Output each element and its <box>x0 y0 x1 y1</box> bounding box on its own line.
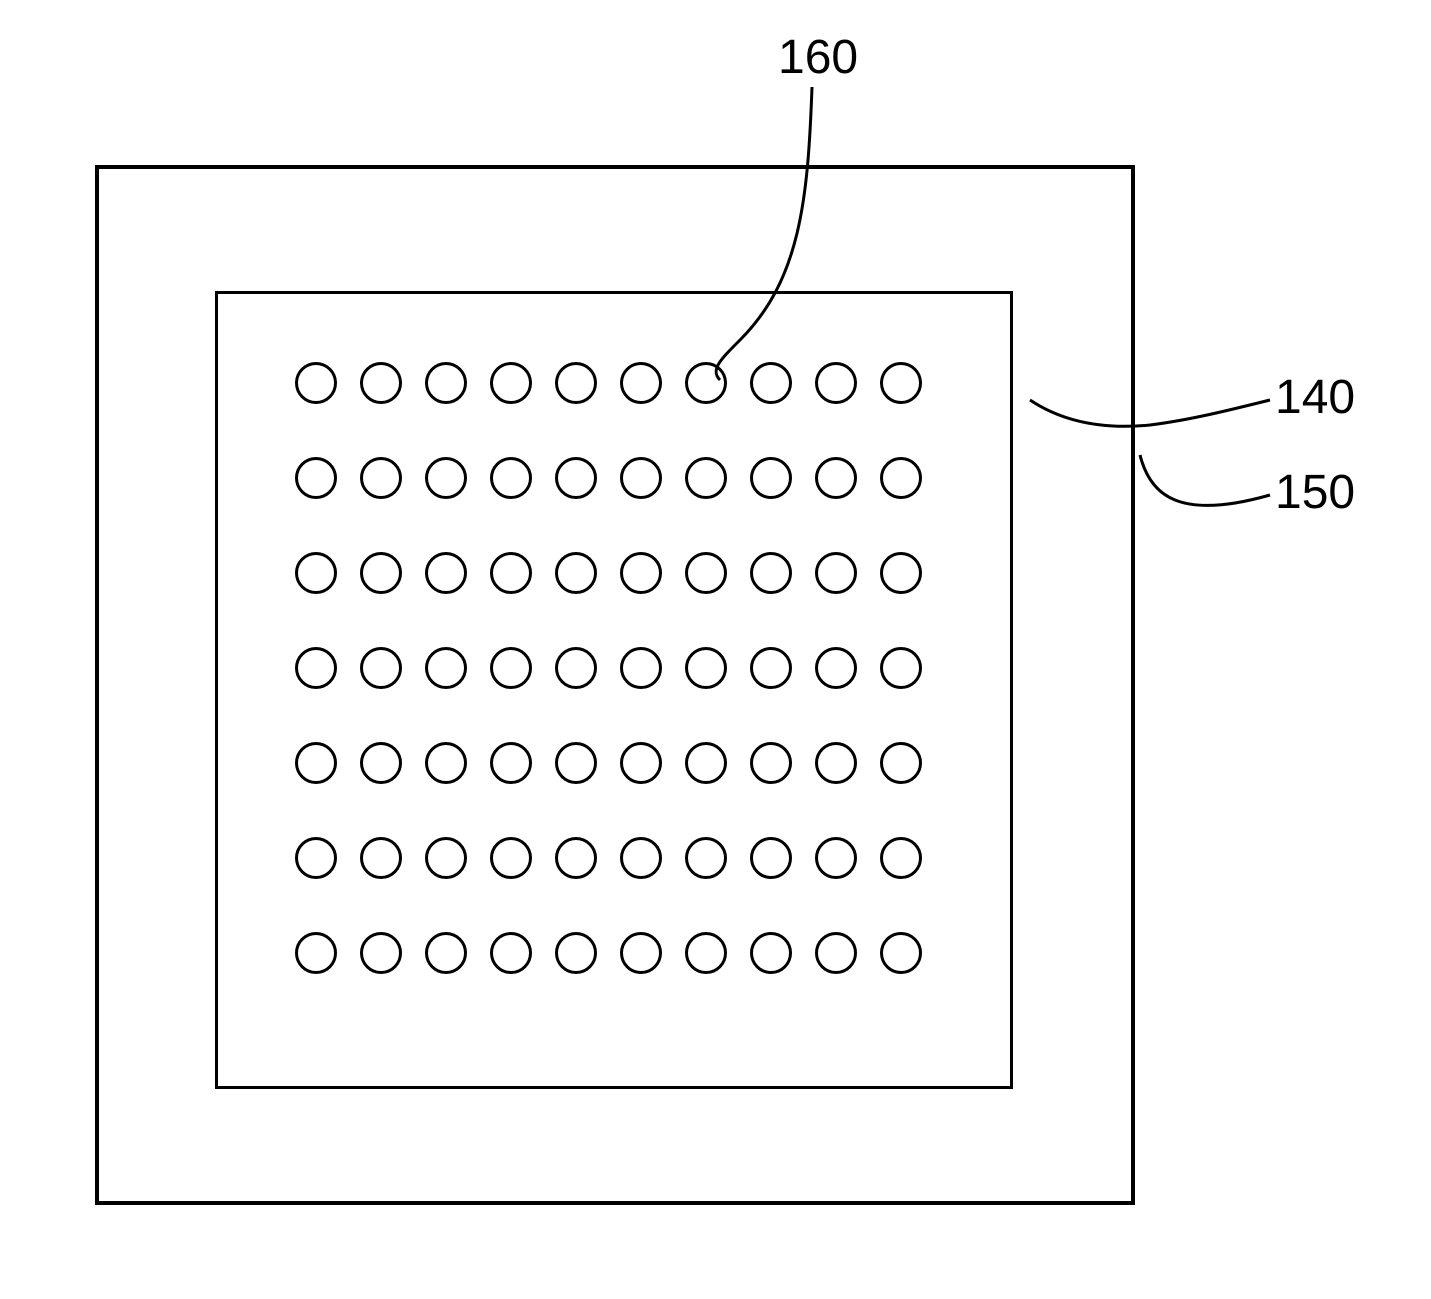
dot <box>425 362 467 404</box>
dot <box>815 837 857 879</box>
dot <box>360 362 402 404</box>
dot <box>685 742 727 784</box>
label-140: 140 <box>1275 370 1355 425</box>
dot <box>425 932 467 974</box>
dot <box>620 837 662 879</box>
dot <box>490 362 532 404</box>
dot <box>295 647 337 689</box>
label-150: 150 <box>1275 465 1355 520</box>
dot <box>880 932 922 974</box>
dot <box>555 932 597 974</box>
dot <box>360 647 402 689</box>
diagram-canvas: 160 140 150 <box>0 0 1431 1299</box>
dot <box>295 932 337 974</box>
dot <box>880 552 922 594</box>
dot <box>685 837 727 879</box>
dot <box>620 552 662 594</box>
dot <box>815 362 857 404</box>
dot <box>620 932 662 974</box>
dot <box>555 837 597 879</box>
dot <box>750 362 792 404</box>
dot <box>490 552 532 594</box>
leader-150 <box>1140 455 1270 505</box>
dot <box>490 457 532 499</box>
dot <box>880 647 922 689</box>
dot <box>620 647 662 689</box>
label-160: 160 <box>778 30 858 85</box>
dot <box>555 457 597 499</box>
dot <box>490 742 532 784</box>
dot <box>685 362 727 404</box>
dot <box>425 552 467 594</box>
dot <box>295 362 337 404</box>
dot <box>490 647 532 689</box>
dot <box>815 932 857 974</box>
dot <box>620 742 662 784</box>
dot <box>750 647 792 689</box>
dot <box>685 457 727 499</box>
dot <box>555 647 597 689</box>
dot <box>360 837 402 879</box>
dot <box>750 932 792 974</box>
dot <box>295 457 337 499</box>
dot <box>425 742 467 784</box>
dot <box>360 932 402 974</box>
dot <box>750 552 792 594</box>
dot <box>685 932 727 974</box>
dot <box>295 552 337 594</box>
dot <box>295 837 337 879</box>
dot <box>425 457 467 499</box>
dot <box>425 647 467 689</box>
dot <box>685 552 727 594</box>
dot <box>880 742 922 784</box>
dot <box>750 457 792 499</box>
dot <box>815 647 857 689</box>
dot <box>685 647 727 689</box>
dot <box>555 552 597 594</box>
dot <box>815 457 857 499</box>
dot <box>880 457 922 499</box>
dot <box>880 362 922 404</box>
dot <box>425 837 467 879</box>
dot <box>490 932 532 974</box>
dot <box>360 742 402 784</box>
dot <box>360 457 402 499</box>
dot <box>490 837 532 879</box>
dot <box>620 362 662 404</box>
dot <box>620 457 662 499</box>
dot <box>750 837 792 879</box>
dot <box>815 742 857 784</box>
dot <box>555 742 597 784</box>
dot <box>880 837 922 879</box>
dot <box>555 362 597 404</box>
dot <box>815 552 857 594</box>
dot <box>360 552 402 594</box>
dot <box>750 742 792 784</box>
dot <box>295 742 337 784</box>
